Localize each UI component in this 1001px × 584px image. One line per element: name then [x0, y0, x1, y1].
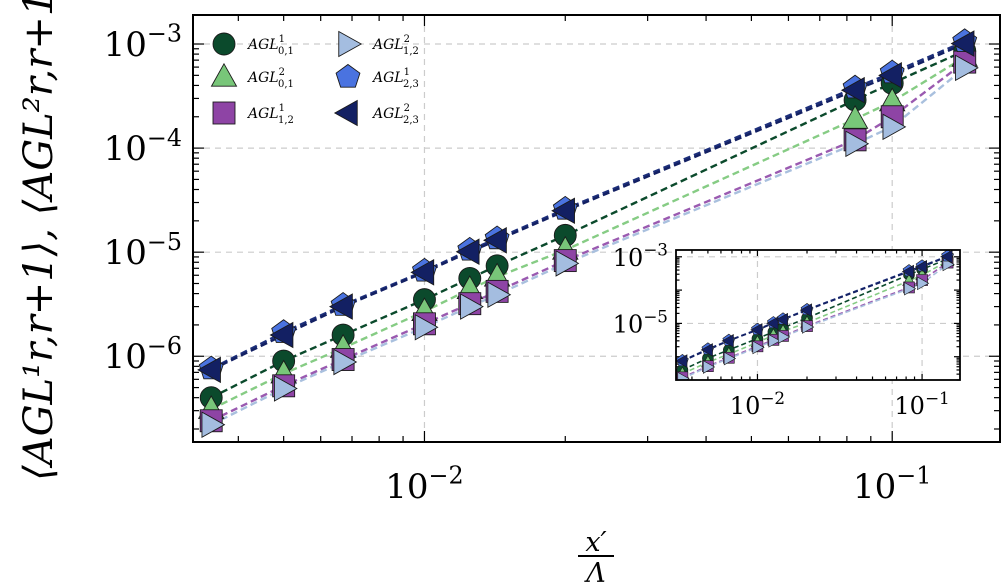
- main-point-s5-2: [329, 293, 353, 320]
- inset-point-s5-4: [766, 316, 779, 331]
- legend-marker-2: [212, 101, 236, 125]
- inset-point-s5-7: [901, 264, 914, 279]
- main-x-tick-label-0: 10−2: [385, 462, 463, 507]
- inset-point-s3-2: [723, 351, 737, 366]
- main-point-s3-5: [487, 281, 512, 309]
- legend: AGL1 0,1 AGL2 0,1 AGL1 1,2 AGL2 1,2 AGL1 2,3 AGL2 2…: [210, 30, 419, 127]
- legend-marker-0: [212, 32, 236, 56]
- main-point-s5-4: [455, 238, 480, 266]
- inset-point-s5-9: [940, 250, 953, 264]
- inset-point-s3-1: [702, 360, 716, 374]
- main-y-tick-label-3: 10−3: [104, 20, 182, 65]
- main-y-tick-label-2: 10−4: [104, 124, 182, 169]
- legend-entry-1: AGL2 0,1: [210, 62, 294, 90]
- inset-point-s3-8: [917, 276, 930, 291]
- inset-point-s5-5: [775, 312, 788, 327]
- main-series-line-3: [210, 66, 966, 426]
- inset-series-line-0: [682, 258, 948, 371]
- inset-point-s5-8: [914, 260, 927, 274]
- legend-entry-3: AGL2 1,2: [338, 30, 419, 58]
- legend-label-2: AGL1 1,2: [246, 103, 294, 126]
- legend-entry-4: AGL1 2,3: [335, 63, 419, 90]
- main-point-s3-6: [555, 250, 580, 277]
- inset-point-s3-0: [677, 371, 690, 380]
- main-series-line-1: [210, 55, 966, 411]
- main-point-s5-5: [483, 227, 507, 254]
- legend-entry-2: AGL1 1,2: [212, 101, 294, 126]
- main-point-s3-3: [414, 313, 439, 341]
- legend-marker-5: [333, 99, 358, 127]
- inset-point-s5-1: [700, 343, 713, 357]
- legend-marker-4: [335, 63, 361, 88]
- main-series-line-4: [210, 40, 966, 370]
- legend-label-5: AGL2 2,3: [371, 103, 419, 126]
- legend-marker-1: [210, 62, 238, 87]
- inset-series-line-3: [682, 263, 949, 380]
- main-series-lines: [210, 40, 966, 426]
- inset-point-s3-7: [904, 281, 917, 296]
- main-point-s3-9: [955, 54, 979, 82]
- main-series-points: [197, 28, 979, 438]
- main-plot-frame: [192, 14, 1001, 443]
- main-point-s5-1: [269, 321, 294, 349]
- main-point-s5-3: [410, 259, 435, 286]
- x-axis-title-denominator: Λ: [583, 558, 606, 584]
- main-point-s5-7: [840, 76, 865, 104]
- inset-y-tick-label-1: 10−3: [613, 240, 668, 272]
- inset-point-s5-3: [750, 323, 763, 337]
- main-point-s3-2: [333, 348, 358, 376]
- inset-plot: 10−2 10−1 10−5 10−3: [613, 240, 961, 420]
- main-y-tick-label-0: 10−6: [104, 332, 182, 377]
- inset-series-line-1: [682, 260, 948, 375]
- x-axis-title: x′ Λ: [578, 527, 614, 584]
- inset-x-tick-label-0: 10−2: [730, 388, 785, 420]
- main-point-s5-6: [551, 197, 575, 225]
- main-plot: 10−2 10−1 10−6 10−5 10−4 10−3: [104, 14, 1001, 507]
- inset-series-line-2: [682, 261, 949, 379]
- main-point-s5-9: [950, 30, 975, 57]
- main-point-s3-1: [273, 375, 298, 402]
- legend-label-4: AGL1 2,3: [371, 67, 419, 90]
- main-series-line-0: [210, 49, 966, 399]
- inset-point-s3-6: [802, 320, 815, 334]
- inset-point-s5-2: [721, 334, 734, 348]
- main-point-s5-0: [197, 356, 221, 384]
- inset-series-line-5: [682, 255, 948, 362]
- main-point-s3-0: [201, 411, 226, 438]
- main-series-line-2: [210, 61, 966, 422]
- main-point-s3-7: [845, 130, 870, 158]
- legend-marker-3: [338, 30, 363, 58]
- main-point-s3-4: [460, 293, 484, 320]
- main-point-s1-7: [841, 104, 869, 129]
- inset-series-lines: [682, 255, 949, 380]
- inset-point-s3-5: [778, 330, 791, 344]
- inset-x-tick-label-1: 10−1: [894, 388, 949, 420]
- main-point-s5-8: [878, 62, 902, 89]
- inset-y-tick-label-0: 10−5: [613, 306, 668, 338]
- main-y-tick-label-1: 10−5: [104, 228, 182, 273]
- inset-series-points: [676, 250, 955, 380]
- main-series-line-5: [210, 42, 966, 371]
- inset-point-s3-3: [752, 340, 765, 355]
- legend-entry-0: AGL1 0,1: [212, 32, 294, 57]
- inset-point-s3-4: [768, 334, 781, 348]
- x-axis-title-numerator: x′: [585, 527, 606, 558]
- legend-entry-5: AGL2 2,3: [333, 99, 419, 127]
- inset-point-s5-0: [676, 354, 688, 368]
- legend-label-0: AGL1 0,1: [246, 34, 294, 57]
- main-x-tick-label-1: 10−1: [853, 462, 931, 507]
- y-axis-title: ⟨AGL¹r,r+1⟩, ⟨AGL²r,r+1⟩: [16, 0, 62, 481]
- inset-plot-frame: [675, 249, 961, 381]
- main-point-s3-8: [882, 113, 907, 141]
- legend-label-1: AGL2 0,1: [246, 67, 294, 90]
- legend-label-3: AGL2 1,2: [371, 34, 419, 57]
- inset-point-s5-6: [799, 303, 812, 317]
